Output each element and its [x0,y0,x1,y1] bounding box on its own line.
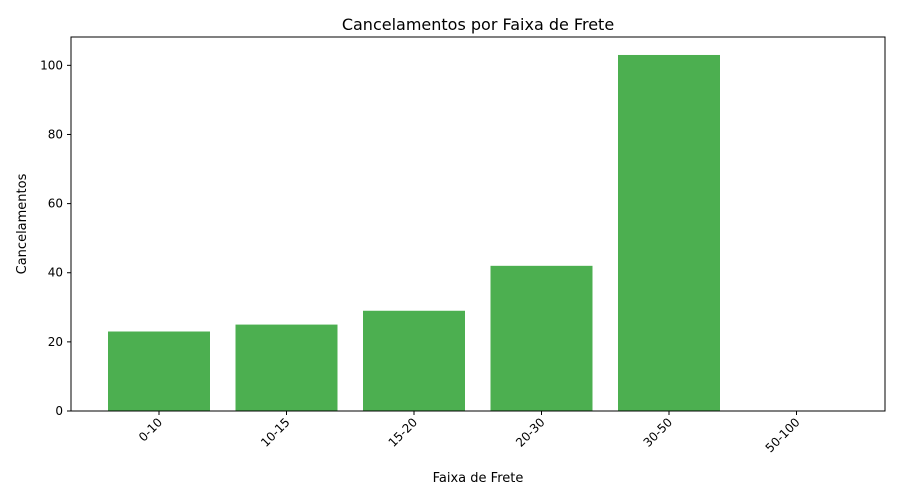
x-axis-label: Faixa de Frete [433,471,524,486]
y-tick-label: 60 [48,197,63,211]
bar-10-15 [235,324,338,411]
y-axis-label: Cancelamentos [15,173,30,274]
chart-title: Cancelamentos por Faixa de Frete [342,15,614,34]
y-tick-label: 100 [40,58,63,72]
x-tick-label: 20-30 [513,415,548,450]
plot-area: 0 20 40 60 80 100 0-10 10-15 15-20 20-30 30-50 50-1… [40,36,886,455]
y-tick-label: 80 [48,127,63,141]
x-tick-label: 50-100 [763,415,803,455]
y-tick-label: 0 [55,404,63,418]
x-tick-label: 15-20 [386,415,421,450]
x-tick-label: 30-50 [641,415,676,450]
bar-0-10 [108,331,210,411]
x-tick-label: 0-10 [136,415,165,444]
bar-20-30 [490,265,593,411]
y-tick-label: 20 [48,335,63,349]
plot-frame [70,36,886,412]
x-tick-label: 10-15 [258,415,293,450]
y-tick-label: 40 [48,266,63,280]
bar-30-50 [618,54,720,411]
bar-15-20 [363,310,465,411]
